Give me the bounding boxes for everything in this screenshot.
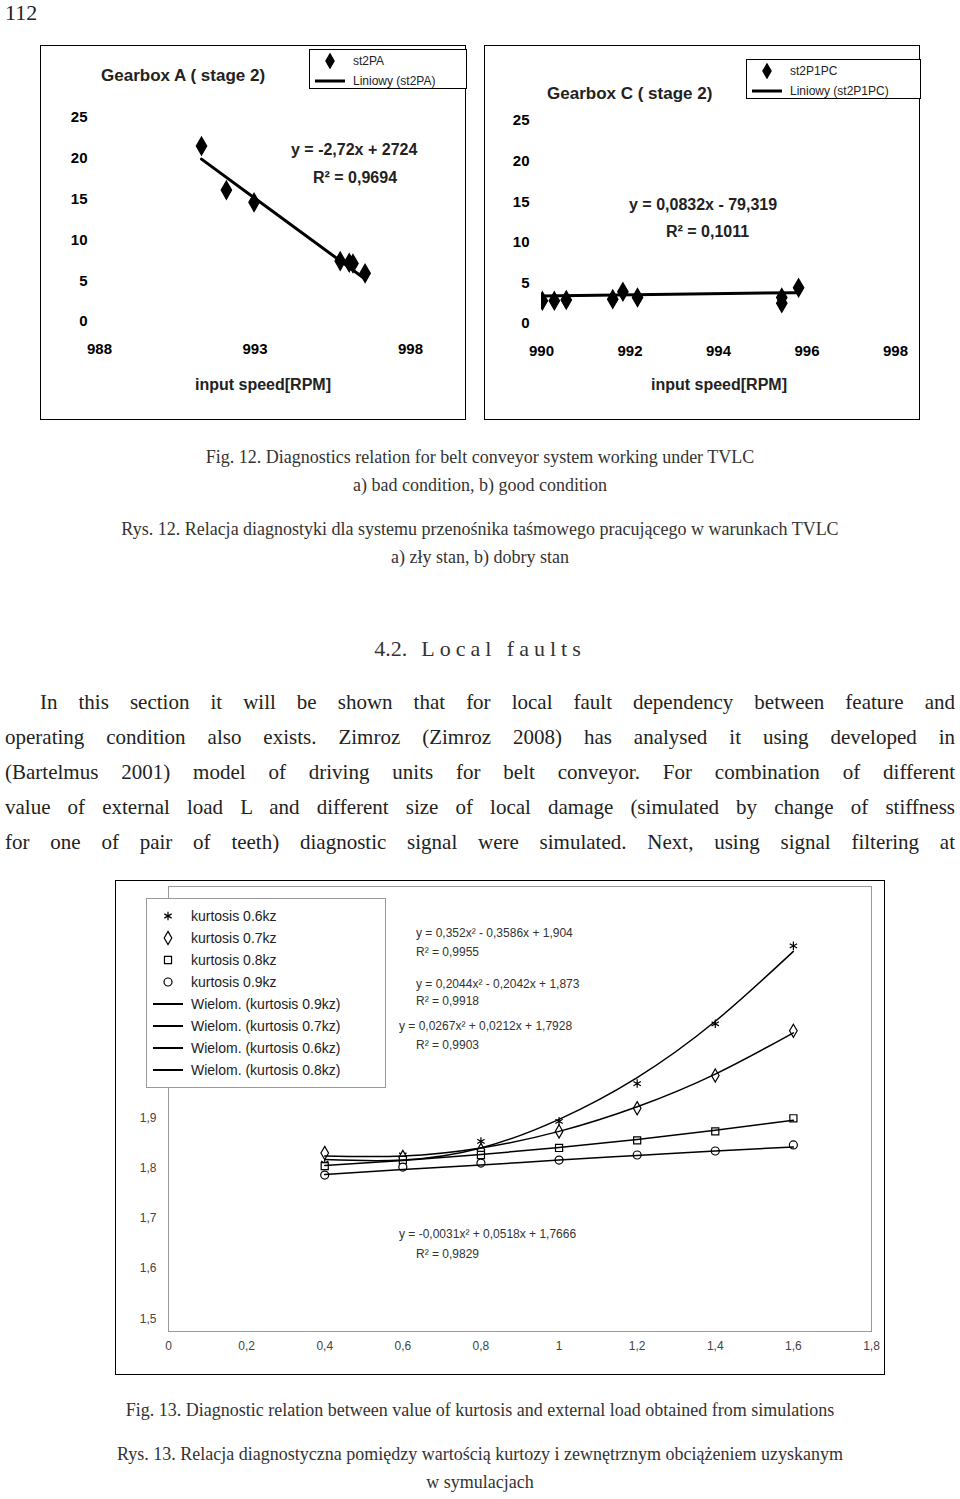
svg-text:0,2: 0,2 <box>238 1339 255 1353</box>
svg-text:0,4: 0,4 <box>316 1339 333 1353</box>
html-text:Gearbox C ( stage 2): Gearbox C ( stage 2) <box>547 84 713 103</box>
svg-text:0: 0 <box>165 1339 172 1353</box>
svg-text:1,8: 1,8 <box>863 1339 880 1353</box>
svg-text:0,6: 0,6 <box>394 1339 411 1353</box>
svg-text:1,2: 1,2 <box>629 1339 646 1353</box>
svg-text:1,4: 1,4 <box>707 1339 724 1353</box>
svg-text:1,9: 1,9 <box>140 1111 157 1125</box>
svg-text:1: 1 <box>556 1339 563 1353</box>
html-text:Wielom. (kurtosis 0.9kz): Wielom. (kurtosis 0.9kz) <box>191 996 341 1012</box>
html-text:for one of pair of teeth) diag: for one of pair of teeth) diagnostic sig… <box>5 830 955 854</box>
html-text:R² = 0,9694: R² = 0,9694 <box>313 169 398 186</box>
html-text:Wielom. (kurtosis 0.6kz): Wielom. (kurtosis 0.6kz) <box>191 1040 341 1056</box>
svg-text:10: 10 <box>71 231 88 248</box>
html-text:Wielom. (kurtosis 0.8kz): Wielom. (kurtosis 0.8kz) <box>191 1062 341 1078</box>
svg-text:993: 993 <box>242 340 267 357</box>
html-text:input speed[RPM]: input speed[RPM] <box>195 376 331 393</box>
svg-text:1,8: 1,8 <box>140 1161 157 1175</box>
html-text:Gearbox A ( stage 2): Gearbox A ( stage 2) <box>101 66 266 85</box>
html-text:y = -2,72x + 2724: y = -2,72x + 2724 <box>291 141 418 158</box>
html-text:R² = 0,9955: R² = 0,9955 <box>416 945 479 959</box>
html-text:kurtosis 0.9kz: kurtosis 0.9kz <box>191 974 277 990</box>
svg-text:990: 990 <box>529 342 554 359</box>
svg-text:25: 25 <box>513 111 530 128</box>
html-text:R² = 0,9918: R² = 0,9918 <box>416 994 479 1008</box>
html-text:y = 0,352x² - 0,3586x + 1,904: y = 0,352x² - 0,3586x + 1,904 <box>416 926 573 940</box>
html-text:(Bartelmus 2001) model of driv: (Bartelmus 2001) model of driving units … <box>5 760 955 784</box>
html-text:value of external load L and d: value of external load L and different s… <box>5 795 955 819</box>
html-text:y = 0,2044x² - 0,2042x + 1,873: y = 0,2044x² - 0,2042x + 1,873 <box>416 977 580 991</box>
svg-text:5: 5 <box>79 272 87 289</box>
html-text:Rys. 13. Relacja diagnostyczna: Rys. 13. Relacja diagnostyczna pomiędzy … <box>117 1444 843 1464</box>
html-text:R² = 0,1011: R² = 0,1011 <box>666 223 750 240</box>
html-text:a) zły stan, b) dobry stan: a) zły stan, b) dobry stan <box>391 547 569 567</box>
svg-text:994: 994 <box>706 342 732 359</box>
svg-text:20: 20 <box>513 152 530 169</box>
svg-text:988: 988 <box>87 340 112 357</box>
svg-text:998: 998 <box>883 342 908 359</box>
svg-text:25: 25 <box>71 108 88 125</box>
html-text:In this section it will be sho: In this section it will be shown that fo… <box>40 690 955 714</box>
html-text:Local faults: Local faults <box>421 636 586 661</box>
html-text:Wielom. (kurtosis 0.7kz): Wielom. (kurtosis 0.7kz) <box>191 1018 341 1034</box>
html-text:w symulacjach: w symulacjach <box>426 1472 534 1492</box>
html-text:Liniowy (st2P1PC): Liniowy (st2P1PC) <box>790 84 889 98</box>
svg-text:1,7: 1,7 <box>140 1211 157 1225</box>
html-text:st2PA: st2PA <box>353 54 385 68</box>
html-text:y = -0,0031x² + 0,0518x + 1,76: y = -0,0031x² + 0,0518x + 1,7666 <box>399 1227 577 1241</box>
svg-text:0,8: 0,8 <box>473 1339 490 1353</box>
html-text:input speed[RPM]: input speed[RPM] <box>651 376 787 393</box>
html-text:Liniowy (st2PA): Liniowy (st2PA) <box>353 74 436 88</box>
svg-text:0: 0 <box>521 314 529 331</box>
html-text:operating condition also exist: operating condition also exists. Zimroz … <box>5 725 955 749</box>
html-text:y = 0,0267x² + 0,0212x + 1,792: y = 0,0267x² + 0,0212x + 1,7928 <box>399 1019 573 1033</box>
html-text:112: 112 <box>5 0 38 25</box>
html-text:Fig. 12. Diagnostics relation: Fig. 12. Diagnostics relation for belt c… <box>205 447 755 467</box>
html-text:kurtosis 0.6kz: kurtosis 0.6kz <box>191 908 277 924</box>
html-text:R² = 0,9829: R² = 0,9829 <box>416 1247 479 1261</box>
html-text:Fig. 13. Diagnostic relation b: Fig. 13. Diagnostic relation between val… <box>125 1400 835 1420</box>
svg-text:0: 0 <box>79 312 87 329</box>
svg-text:15: 15 <box>513 193 530 210</box>
html-text:a) bad condition, b) good cond: a) bad condition, b) good condition <box>353 475 607 495</box>
html-text:4.2.: 4.2. <box>374 636 408 661</box>
svg-text:1,5: 1,5 <box>140 1312 157 1326</box>
svg-text:1,6: 1,6 <box>140 1261 157 1275</box>
svg-text:10: 10 <box>513 233 530 250</box>
svg-text:20: 20 <box>71 149 88 166</box>
html-text:y = 0,0832x - 79,319: y = 0,0832x - 79,319 <box>629 196 778 213</box>
html-text:kurtosis 0.7kz: kurtosis 0.7kz <box>191 930 277 946</box>
svg-text:1,6: 1,6 <box>785 1339 802 1353</box>
svg-text:992: 992 <box>617 342 642 359</box>
svg-text:5: 5 <box>521 274 529 291</box>
svg-text:996: 996 <box>794 342 819 359</box>
html-text:st2P1PC: st2P1PC <box>790 64 838 78</box>
html-text:Rys. 12. Relacja diagnostyki d: Rys. 12. Relacja diagnostyki dla systemu… <box>121 519 839 539</box>
html-text:R² = 0,9903: R² = 0,9903 <box>416 1038 479 1052</box>
html-text:kurtosis 0.8kz: kurtosis 0.8kz <box>191 952 277 968</box>
svg-text:15: 15 <box>71 190 88 207</box>
svg-text:998: 998 <box>398 340 423 357</box>
